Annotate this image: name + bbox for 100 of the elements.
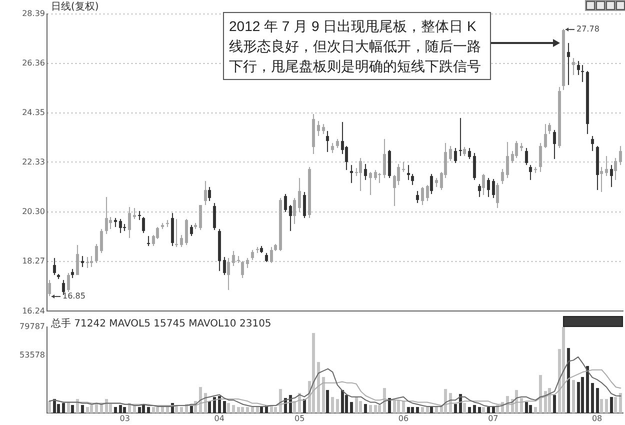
candlestick <box>430 174 433 194</box>
bar <box>76 399 79 413</box>
bar <box>293 401 296 413</box>
bar <box>95 404 98 413</box>
bar <box>138 407 141 413</box>
candlestick <box>468 148 471 160</box>
candlestick <box>496 182 499 208</box>
candlestick <box>378 172 381 184</box>
bar <box>336 399 339 413</box>
candlestick <box>416 190 419 204</box>
bar <box>402 401 405 413</box>
bar <box>156 407 159 413</box>
bar <box>350 402 353 413</box>
candlestick <box>501 168 504 184</box>
candlestick <box>544 124 547 148</box>
bar <box>208 401 211 413</box>
bar <box>62 403 65 413</box>
bar <box>393 400 396 413</box>
bar <box>374 405 377 413</box>
bar <box>312 333 315 413</box>
bar <box>123 407 126 413</box>
bar <box>274 407 277 413</box>
bar <box>355 397 358 413</box>
y-tick-label: 79787 <box>20 322 45 332</box>
bar <box>317 362 320 413</box>
bar <box>147 407 150 413</box>
bar <box>369 405 372 413</box>
bar <box>421 407 424 413</box>
candlestick <box>449 146 452 162</box>
candlestick <box>190 224 193 236</box>
bar <box>237 407 240 413</box>
candlestick <box>326 130 329 152</box>
bar <box>411 407 414 413</box>
bar <box>48 401 51 413</box>
candlestick <box>492 178 495 198</box>
bar <box>223 401 226 413</box>
candlestick <box>473 152 476 180</box>
bar <box>567 348 570 413</box>
bar <box>359 401 362 413</box>
bar <box>416 407 419 413</box>
bar <box>119 405 122 413</box>
candlestick <box>581 64 584 82</box>
x-tick-label: 05 <box>294 414 305 423</box>
bar <box>180 407 183 413</box>
bar <box>199 387 202 413</box>
candlestick <box>284 194 287 212</box>
x-tick-label: 06 <box>398 414 409 423</box>
bar <box>487 407 490 413</box>
candlestick <box>610 164 613 188</box>
bar <box>619 393 622 413</box>
candlestick <box>487 178 490 198</box>
candlestick <box>397 164 400 186</box>
bar <box>492 407 495 413</box>
chart-title: 总手 71242 MAVOL5 15745 MAVOL10 23105 <box>50 318 272 330</box>
candlestick <box>213 202 216 230</box>
bar <box>581 377 584 413</box>
bar <box>90 405 93 413</box>
candlestick <box>303 192 306 218</box>
bar <box>407 407 410 413</box>
candlestick <box>454 148 457 164</box>
candlestick <box>374 170 377 180</box>
candlestick <box>411 174 414 186</box>
annotation: 2012 年 7 月 9 日出现甩尾板，整体日 K 线形态良好，但次日大幅低开，随后一路下行，甩尾盘板则是明确的短线下跌信号 <box>223 12 491 80</box>
bar <box>364 404 367 413</box>
bar <box>482 407 485 413</box>
bar <box>331 397 334 413</box>
candlestick <box>142 216 145 234</box>
candlestick <box>421 186 424 206</box>
bar <box>86 407 89 413</box>
bar <box>548 388 551 413</box>
bar <box>322 377 325 413</box>
bar <box>610 397 613 413</box>
candlestick <box>369 172 372 196</box>
candlestick <box>548 122 551 134</box>
bar <box>520 398 523 413</box>
bar <box>586 366 589 413</box>
bar <box>213 397 216 413</box>
candlestick <box>364 164 367 180</box>
annotation: 27.78 <box>576 24 600 34</box>
candlestick <box>482 174 485 196</box>
bar <box>232 405 235 413</box>
bar <box>529 405 532 413</box>
bar <box>596 388 599 413</box>
bar <box>473 405 476 413</box>
bar <box>539 375 542 413</box>
y-tick-label: 16.24 <box>22 306 45 316</box>
bar <box>600 399 603 413</box>
bar <box>71 405 74 413</box>
candlestick <box>459 118 462 156</box>
candlestick <box>147 236 150 246</box>
candlestick <box>426 184 429 202</box>
candlestick <box>317 120 320 136</box>
candlestick <box>67 272 70 292</box>
bar <box>303 399 306 413</box>
y-tick-label: 18.27 <box>22 256 45 266</box>
candlestick <box>62 280 65 296</box>
candlestick <box>180 234 183 248</box>
candlestick <box>289 204 292 232</box>
bar <box>430 407 433 413</box>
bar <box>241 407 244 413</box>
